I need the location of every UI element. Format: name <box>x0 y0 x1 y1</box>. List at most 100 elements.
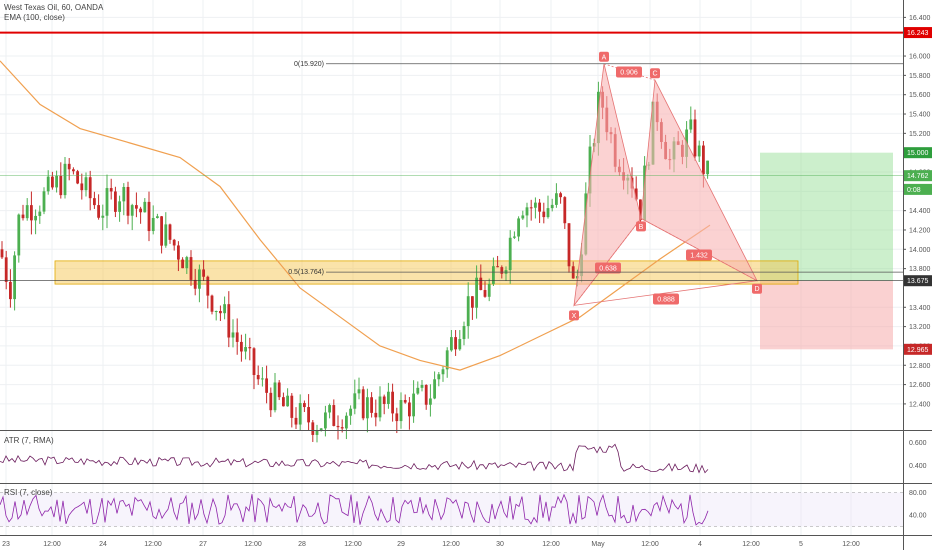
legend-ema: EMA (100, close) <box>4 13 65 22</box>
candle-body <box>529 207 533 209</box>
pattern-ratio-box <box>595 262 621 274</box>
candle <box>324 405 327 437</box>
pattern-point-label: B <box>639 224 644 231</box>
candle-body <box>0 249 4 258</box>
candle <box>437 371 441 387</box>
candle-body <box>252 348 256 376</box>
x-tick-label: May <box>591 541 605 548</box>
candle <box>450 329 453 352</box>
candle <box>118 195 121 222</box>
candle-body <box>441 369 445 375</box>
candle-body <box>567 223 571 267</box>
candle <box>84 172 88 197</box>
candle <box>441 365 445 382</box>
candle-body <box>156 216 159 218</box>
candle-body <box>429 398 432 405</box>
target-zone <box>760 152 893 281</box>
candle-body <box>244 347 247 352</box>
candle <box>147 191 151 242</box>
candle-body <box>387 391 390 404</box>
pattern-xd <box>573 280 758 306</box>
candle-body <box>277 382 281 398</box>
candle <box>105 174 109 229</box>
y-tick-label: 16.000 <box>909 54 931 61</box>
candle <box>328 403 331 419</box>
candle-body <box>416 387 420 394</box>
x-tick-label: 5 <box>799 541 803 548</box>
candle-body <box>492 266 495 284</box>
candle-body <box>634 188 638 200</box>
candle-body <box>118 201 121 212</box>
candle-body <box>114 191 117 212</box>
x-tick-label: 12:00 <box>641 541 659 548</box>
candle-body <box>269 392 273 411</box>
candle-body <box>340 427 344 429</box>
atr-tick-label: 0.600 <box>909 440 927 447</box>
candle-body <box>378 396 382 418</box>
candle-body <box>345 415 348 429</box>
candle <box>151 205 155 235</box>
y-tick-label: 14.200 <box>909 227 931 234</box>
candle <box>487 278 491 302</box>
fib-label-0: 0(15.920) <box>294 61 324 68</box>
x-tick-label: 12:00 <box>742 541 760 548</box>
candle <box>517 216 520 242</box>
candle-body <box>332 405 336 426</box>
candle <box>399 392 403 429</box>
candle <box>424 384 428 410</box>
candle <box>97 194 100 220</box>
candle <box>471 296 474 320</box>
zones <box>54 152 893 350</box>
candle-body <box>84 177 88 191</box>
candle-body <box>240 341 243 352</box>
candle-body <box>181 259 184 269</box>
horizontal-levels: 0(15.920) 0.5(13.764) <box>0 31 903 282</box>
candle <box>479 264 483 291</box>
ema-line <box>0 60 711 371</box>
candle <box>349 405 352 425</box>
candle <box>34 209 37 235</box>
candle <box>303 400 306 413</box>
candle-body <box>164 224 168 246</box>
candle-body <box>483 290 487 297</box>
candle-body <box>101 215 105 218</box>
pattern-point-label: A <box>602 54 607 61</box>
candle <box>366 388 369 433</box>
stop-zone <box>760 280 893 350</box>
candle-body <box>639 199 642 221</box>
candle-body <box>311 422 315 435</box>
candle-body <box>689 119 693 130</box>
candle <box>550 198 554 212</box>
candle <box>483 281 487 298</box>
candle-body <box>508 237 512 271</box>
candle-body <box>46 176 50 192</box>
candle-body <box>513 236 516 238</box>
candle-body <box>151 217 155 232</box>
candle-body <box>55 175 58 188</box>
candle-body <box>706 160 709 175</box>
price-tag <box>904 27 932 39</box>
candle-body <box>282 397 285 407</box>
candle-body <box>25 205 29 219</box>
candle <box>395 407 399 434</box>
candle <box>521 210 525 220</box>
candle <box>59 162 63 199</box>
candle <box>357 377 361 400</box>
candle-body <box>303 403 306 408</box>
candle <box>109 178 113 200</box>
price-tag-label: 14.762 <box>907 173 929 180</box>
candle <box>353 379 357 415</box>
candle <box>559 191 562 204</box>
candle <box>529 199 533 221</box>
candle <box>122 183 126 216</box>
pattern-ratio-box <box>686 249 712 261</box>
candle-body <box>126 186 130 216</box>
candle <box>408 397 411 430</box>
candle-body <box>403 400 407 403</box>
candle-body <box>471 296 474 308</box>
candle-body <box>30 205 33 221</box>
candle-body <box>13 255 16 300</box>
candle <box>210 294 214 315</box>
candle-body <box>395 413 399 422</box>
